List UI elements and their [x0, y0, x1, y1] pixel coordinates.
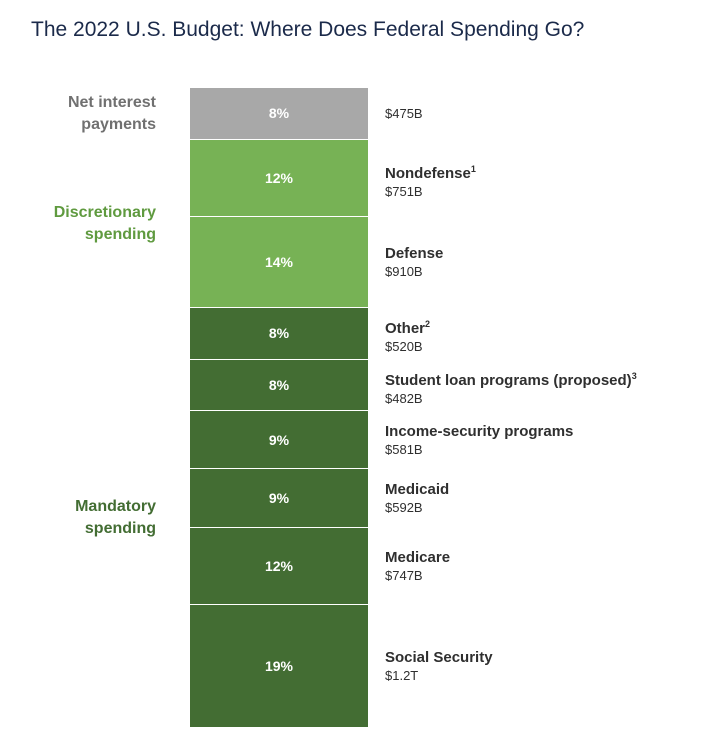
category-amount: $751B	[385, 184, 423, 199]
category-amount: $482B	[385, 390, 423, 406]
chart-title: The 2022 U.S. Budget: Where Does Federal…	[31, 18, 585, 41]
percent-label: 14%	[264, 254, 294, 271]
category-name: Other2	[385, 319, 431, 338]
bar-segment: 9%	[190, 469, 368, 528]
category-label: Medicare $747B	[385, 548, 450, 585]
percent-label: 19%	[264, 658, 294, 675]
category-label: Social Security $1.2T	[385, 648, 493, 685]
category-name: Medicare	[385, 548, 451, 566]
category-name: Defense	[385, 245, 444, 263]
category-amount: $475B	[385, 105, 423, 121]
category-name: Nondefense1	[385, 164, 476, 182]
category-amount: $592B	[385, 500, 423, 515]
bar-segment: 9%	[190, 411, 368, 470]
group-label: Discretionary spending	[53, 203, 156, 243]
category-label: Nondefense1 $751B	[385, 160, 476, 201]
category-amount: $581B	[385, 441, 423, 457]
category-label: Medicaid $592B	[385, 480, 449, 517]
category-amount: $1.2T	[385, 668, 419, 684]
category-label: $475B	[385, 105, 423, 123]
category-amount: $747B	[385, 567, 423, 583]
bar-segment: 8%	[190, 359, 368, 412]
bar-segment: 8%	[190, 88, 368, 140]
bar-segment: 12%	[190, 527, 368, 606]
category-name: Social Security	[385, 649, 493, 667]
group-label: Mandatory spending	[75, 497, 156, 537]
bar-segment: 19%	[190, 605, 368, 728]
category-label: Income-security programs $581B	[385, 422, 573, 459]
bar-segment: 12%	[190, 139, 368, 218]
percent-label: 12%	[264, 557, 294, 574]
bar-segment: 14%	[190, 217, 368, 308]
footnote-marker: 3	[631, 370, 637, 381]
footnote-marker: 1	[470, 164, 476, 174]
category-label: Other2 $520B	[385, 315, 430, 356]
category-name: Income-security programs	[385, 422, 574, 440]
category-amount: $910B	[385, 264, 423, 280]
percent-label: 9%	[268, 431, 290, 448]
category-amount: $520B	[385, 339, 423, 355]
group-label: Net interest payments	[67, 93, 156, 133]
bar-segment: 8%	[190, 307, 368, 360]
category-name: Student loan programs (proposed)3	[385, 370, 637, 389]
category-label: Student loan programs (proposed)3 $482B	[385, 367, 637, 408]
percent-label: 8%	[268, 325, 290, 342]
percent-label: 8%	[268, 105, 290, 122]
category-label: Defense $910B	[385, 244, 443, 281]
percent-label: 12%	[264, 169, 294, 186]
percent-label: 9%	[268, 489, 290, 506]
category-name: Medicaid	[385, 481, 450, 498]
footnote-marker: 2	[425, 319, 431, 330]
percent-label: 8%	[268, 376, 290, 393]
